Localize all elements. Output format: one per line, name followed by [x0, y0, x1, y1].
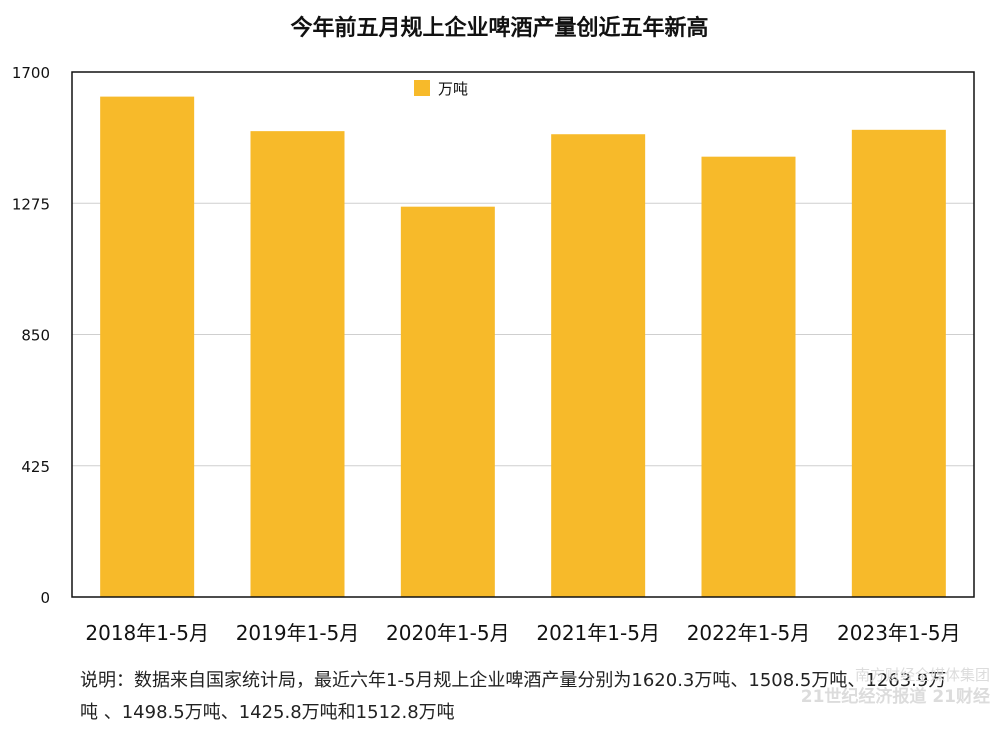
x-tick-label: 2023年1-5月 [837, 621, 961, 645]
bar [400, 206, 495, 597]
bar [250, 131, 345, 597]
bar-chart: 0 425 850 1275 1700 2018年1-5月 2019年1-5月 2020年1-… [12, 64, 975, 645]
x-tick-label: 2019年1-5月 [236, 621, 360, 645]
bar [851, 129, 946, 597]
bar [100, 96, 195, 598]
legend-swatch [414, 80, 430, 96]
x-tick-label: 2018年1-5月 [85, 621, 209, 645]
watermark: 南方财经全媒体集团 21世纪经济报道 21财经 [780, 664, 990, 708]
x-tick-label: 2020年1-5月 [386, 621, 510, 645]
y-tick-label: 850 [21, 327, 50, 345]
chart-title: 今年前五月规上企业啤酒产量创近五年新高 [290, 16, 709, 41]
watermark-line-1: 南方财经全媒体集团 [854, 666, 990, 684]
y-tick-label: 0 [40, 589, 50, 607]
y-tick-label: 1275 [12, 195, 50, 213]
bar [551, 134, 646, 597]
bar [701, 156, 796, 597]
y-tick-label: 1700 [12, 64, 50, 82]
x-tick-label: 2022年1-5月 [687, 621, 811, 645]
x-tick-label: 2021年1-5月 [536, 621, 660, 645]
watermark-line-2: 21世纪经济报道 21财经 [800, 687, 990, 707]
y-tick-label: 425 [21, 458, 50, 476]
legend-label: 万吨 [438, 80, 468, 98]
plot-frame [71, 71, 975, 598]
chart-note: 说明：数据来自国家统计局，最近六年1-5月规上企业啤酒产量分别为1620.3万吨… [80, 670, 947, 723]
